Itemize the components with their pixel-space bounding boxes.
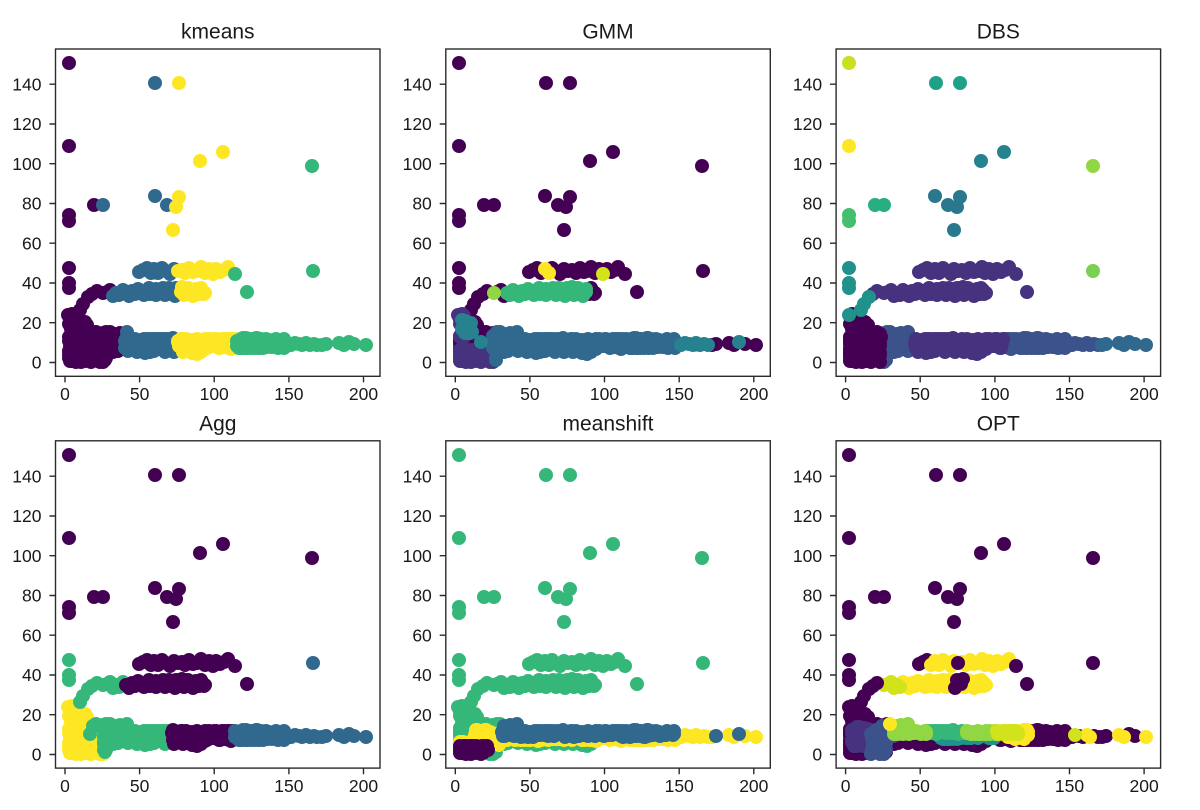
svg-text:40: 40 [412, 665, 432, 685]
svg-text:20: 20 [412, 313, 432, 333]
svg-text:140: 140 [12, 74, 41, 94]
svg-text:200: 200 [739, 776, 768, 796]
svg-text:0: 0 [60, 776, 70, 796]
svg-text:60: 60 [412, 233, 432, 253]
svg-text:60: 60 [803, 233, 823, 253]
svg-text:100: 100 [980, 776, 1009, 796]
svg-text:GMM: GMM [582, 21, 633, 44]
svg-text:0: 0 [841, 776, 851, 796]
svg-text:0: 0 [32, 353, 42, 373]
svg-text:140: 140 [793, 466, 822, 486]
svg-text:80: 80 [412, 194, 432, 214]
svg-text:Agg: Agg [199, 412, 236, 435]
svg-text:0: 0 [450, 776, 460, 796]
svg-text:120: 120 [793, 114, 822, 134]
svg-text:120: 120 [793, 506, 822, 526]
svg-text:80: 80 [412, 586, 432, 606]
svg-text:40: 40 [22, 273, 42, 293]
svg-text:100: 100 [793, 154, 822, 174]
svg-text:100: 100 [200, 776, 229, 796]
svg-text:150: 150 [665, 384, 694, 404]
svg-text:200: 200 [349, 776, 378, 796]
svg-text:20: 20 [22, 705, 42, 725]
svg-text:60: 60 [803, 625, 823, 645]
svg-text:100: 100 [590, 384, 619, 404]
svg-text:40: 40 [412, 273, 432, 293]
svg-text:200: 200 [1129, 776, 1158, 796]
svg-text:0: 0 [32, 745, 42, 765]
svg-text:50: 50 [910, 384, 930, 404]
svg-text:150: 150 [1055, 776, 1084, 796]
svg-text:kmeans: kmeans [181, 21, 255, 44]
svg-text:100: 100 [793, 546, 822, 566]
svg-text:0: 0 [60, 384, 70, 404]
svg-text:100: 100 [403, 546, 432, 566]
svg-text:0: 0 [422, 353, 432, 373]
svg-text:50: 50 [130, 384, 150, 404]
svg-text:60: 60 [412, 625, 432, 645]
svg-text:150: 150 [665, 776, 694, 796]
svg-text:140: 140 [403, 466, 432, 486]
svg-text:200: 200 [1129, 384, 1158, 404]
svg-text:100: 100 [12, 154, 41, 174]
svg-text:meanshift: meanshift [562, 412, 653, 435]
svg-text:120: 120 [403, 506, 432, 526]
svg-text:100: 100 [980, 384, 1009, 404]
svg-text:20: 20 [412, 705, 432, 725]
svg-text:0: 0 [841, 384, 851, 404]
svg-text:120: 120 [12, 114, 41, 134]
svg-text:50: 50 [910, 776, 930, 796]
svg-text:80: 80 [803, 586, 823, 606]
svg-text:100: 100 [12, 546, 41, 566]
svg-text:20: 20 [803, 313, 823, 333]
svg-text:0: 0 [422, 745, 432, 765]
svg-text:200: 200 [349, 384, 378, 404]
svg-text:40: 40 [803, 273, 823, 293]
svg-text:140: 140 [793, 74, 822, 94]
svg-text:140: 140 [403, 74, 432, 94]
svg-text:150: 150 [274, 384, 303, 404]
svg-text:100: 100 [403, 154, 432, 174]
svg-text:150: 150 [1055, 384, 1084, 404]
svg-text:DBS: DBS [977, 21, 1020, 44]
svg-text:OPT: OPT [977, 412, 1020, 435]
svg-text:200: 200 [739, 384, 768, 404]
svg-text:80: 80 [22, 194, 42, 214]
svg-text:40: 40 [803, 665, 823, 685]
svg-text:140: 140 [12, 466, 41, 486]
svg-text:50: 50 [130, 776, 150, 796]
svg-text:120: 120 [403, 114, 432, 134]
svg-text:100: 100 [200, 384, 229, 404]
svg-text:120: 120 [12, 506, 41, 526]
svg-text:50: 50 [520, 776, 540, 796]
svg-text:80: 80 [803, 194, 823, 214]
svg-text:40: 40 [22, 665, 42, 685]
svg-text:0: 0 [812, 745, 822, 765]
svg-text:80: 80 [22, 586, 42, 606]
svg-text:50: 50 [520, 384, 540, 404]
svg-text:0: 0 [812, 353, 822, 373]
svg-text:0: 0 [450, 384, 460, 404]
svg-text:20: 20 [22, 313, 42, 333]
svg-text:150: 150 [274, 776, 303, 796]
svg-text:60: 60 [22, 233, 42, 253]
svg-text:100: 100 [590, 776, 619, 796]
svg-text:60: 60 [22, 625, 42, 645]
svg-text:20: 20 [803, 705, 823, 725]
